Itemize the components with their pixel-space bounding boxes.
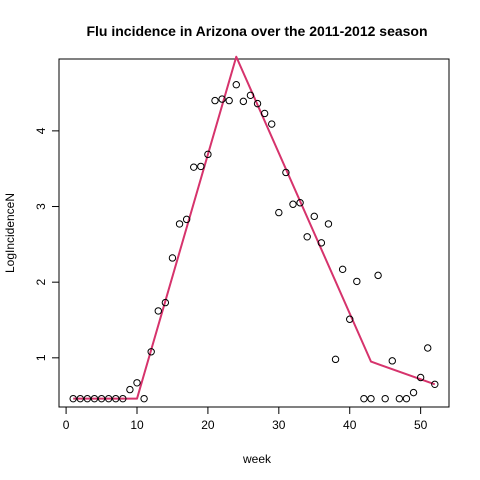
data-point [90,394,99,403]
data-point [296,199,304,207]
data-point [282,168,290,177]
data-point [367,394,375,403]
data-point [225,96,233,105]
data-point [168,254,177,262]
fit-line [73,55,436,400]
scatter-points [69,81,439,403]
data-point [395,394,404,403]
data-point [402,394,411,403]
data-point [104,394,113,403]
data-point [175,220,184,228]
data-point [147,348,155,356]
data-point [119,394,127,403]
data-point [246,91,255,100]
data-point [126,385,134,394]
data-point [268,120,276,128]
data-point [76,394,84,403]
data-point [317,239,326,247]
data-point [260,109,269,118]
data-point [360,394,368,403]
x-tick-label: 0 [63,418,70,432]
data-point [190,163,198,171]
data-point [140,394,148,403]
x-axis: 0 10 20 30 40 50 [63,407,428,432]
data-point [303,233,311,241]
y-axis: 1 2 3 4 [34,127,59,361]
data-point [324,220,333,228]
data-point [310,212,318,221]
x-tick-label: 20 [201,418,215,432]
data-point [154,307,162,315]
y-tick-label: 3 [34,203,48,210]
data-point [239,97,248,106]
y-tick-label: 1 [34,354,48,361]
data-point [353,277,361,286]
data-point [204,150,212,159]
data-point [161,298,170,307]
data-point [381,394,389,403]
chart-title: Flu incidence in Arizona over the 2011-2… [86,23,427,39]
data-point [182,215,191,224]
x-tick-label: 50 [414,418,428,432]
data-point [289,200,297,208]
data-point [197,162,205,171]
plot-frame [58,58,450,408]
y-tick-label: 2 [34,279,48,286]
x-axis-label: week [242,452,272,466]
data-point [338,265,347,274]
data-point [424,344,432,352]
x-tick-label: 10 [130,418,144,432]
data-point [331,355,340,364]
data-point [409,388,418,397]
data-point [346,315,354,323]
data-point [253,99,262,108]
data-point [431,380,439,389]
data-point [112,394,120,403]
data-point [416,373,425,382]
data-point [388,357,396,365]
data-point [133,379,141,387]
data-point [83,394,92,403]
data-point [211,96,219,105]
x-tick-label: 30 [272,418,286,432]
y-tick-label: 4 [34,127,48,134]
data-point [69,394,77,403]
data-point [97,394,106,403]
data-point [232,81,240,89]
x-tick-label: 40 [343,418,357,432]
data-point [218,95,226,103]
data-point [374,271,382,280]
data-point [275,208,283,217]
y-axis-label: LogIncidenceN [3,193,17,273]
